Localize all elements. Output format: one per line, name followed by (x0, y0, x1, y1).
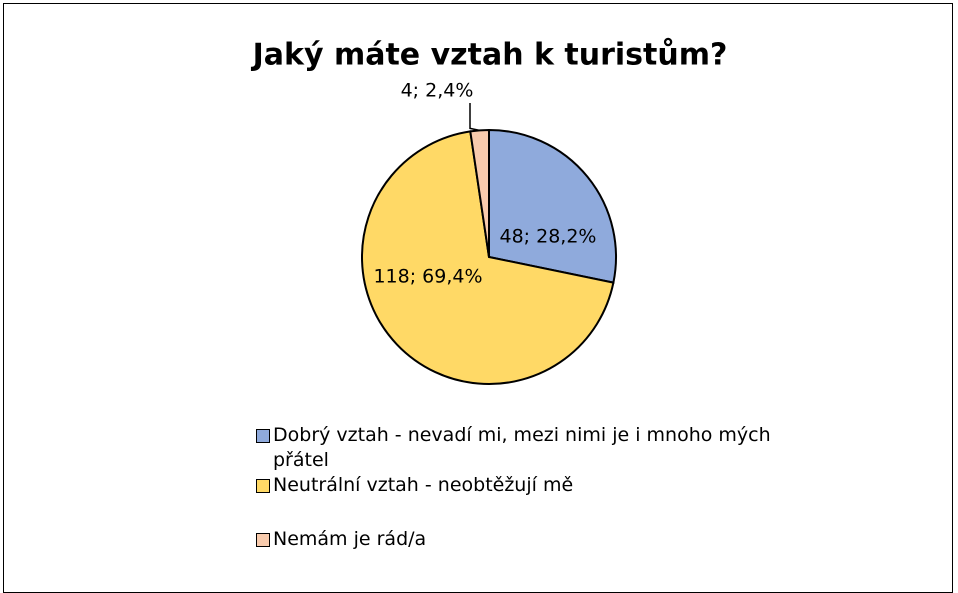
plot: Jaký máte vztah k turistům? 48; 28,2% 118… (251, 37, 728, 385)
chart-title: Jaký máte vztah k turistům? (251, 37, 728, 73)
legend-item: Neutrální vztah - neobtěžují mě (256, 473, 816, 498)
pie-slice (469, 128, 490, 258)
legend-label: Dobrý vztah - nevadí mi, mezi nimi je i … (273, 424, 771, 471)
legend-swatch (256, 479, 270, 493)
data-label: 48; 28,2% (500, 226, 597, 248)
chart: Jaký máte vztah k turistům? 48; 28,2% 118… (3, 3, 953, 593)
legend: Dobrý vztah - nevadí mi, mezi nimi je i … (256, 423, 816, 552)
leader-line (469, 103, 480, 132)
legend-swatch (256, 429, 270, 443)
data-label: 118; 69,4% (373, 266, 482, 288)
legend-item: Nemám je rád/a (256, 527, 816, 552)
data-label: 4; 2,4% (401, 80, 474, 102)
legend-label: Nemám je rád/a (273, 528, 427, 550)
pie-slice (361, 130, 615, 385)
pie-slice (488, 128, 617, 284)
legend-item: Dobrý vztah - nevadí mi, mezi nimi je i … (256, 423, 816, 473)
legend-swatch (256, 533, 270, 547)
legend-label: Neutrální vztah - neobtěžují mě (273, 474, 574, 496)
